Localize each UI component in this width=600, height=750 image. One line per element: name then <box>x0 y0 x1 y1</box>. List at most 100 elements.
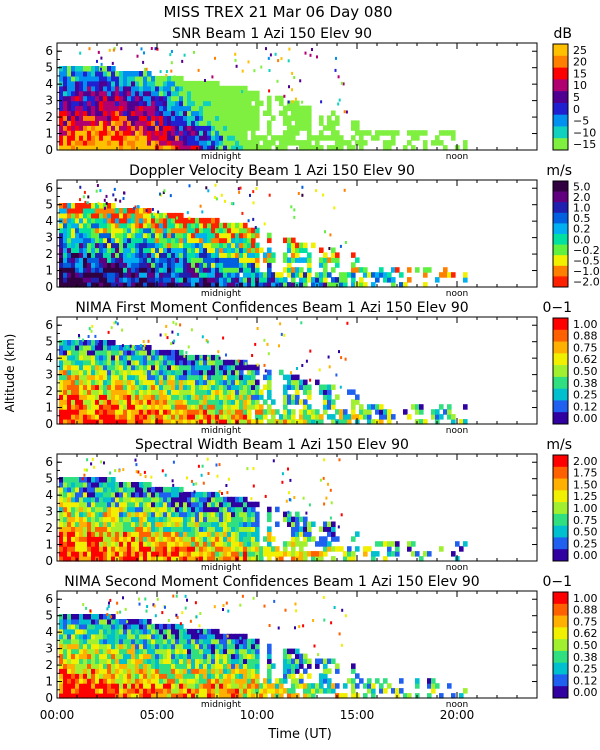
heatmap-cell <box>71 658 76 664</box>
heatmap-cell <box>155 90 160 97</box>
heatmap-cell <box>263 536 268 542</box>
midnight-marker: midnight <box>201 289 242 299</box>
heatmap-cell <box>227 222 232 229</box>
heatmap-cell <box>87 668 92 674</box>
heatmap-cell <box>295 140 300 146</box>
heatmap-cell <box>91 614 96 620</box>
heatmap-cell <box>215 237 220 244</box>
heatmap-cell <box>183 663 188 669</box>
heatmap-cell <box>287 135 292 141</box>
heatmap-cell <box>123 90 128 97</box>
heatmap-cell <box>123 359 128 366</box>
heatmap-cell <box>167 110 172 116</box>
heatmap-cell <box>267 546 272 552</box>
heatmap-cell <box>135 501 140 508</box>
heatmap-cell <box>175 222 180 229</box>
heatmap-cell <box>95 409 100 415</box>
heatmap-cell <box>83 419 88 425</box>
heatmap-cell <box>139 683 144 689</box>
heatmap-cell <box>103 521 108 527</box>
heatmap-cell <box>137 470 140 474</box>
heatmap-cell <box>123 227 128 234</box>
heatmap-cell <box>79 105 84 112</box>
heatmap-cell <box>83 414 88 420</box>
heatmap-cell <box>447 409 452 415</box>
heatmap-cell <box>343 551 348 557</box>
heatmap-cell <box>111 75 116 82</box>
heatmap-cell <box>83 140 88 146</box>
heatmap-cell <box>451 414 456 420</box>
heatmap-cell <box>103 623 108 630</box>
heatmap-cell <box>135 511 140 518</box>
heatmap-cell <box>175 399 180 405</box>
heatmap-cell <box>259 409 264 415</box>
heatmap-cell <box>235 227 240 234</box>
heatmap-cell <box>183 688 188 694</box>
heatmap-cell <box>395 130 400 136</box>
heatmap-cell <box>251 252 256 258</box>
heatmap-cell <box>115 482 120 488</box>
heatmap-cell <box>127 628 132 635</box>
heatmap-cell <box>283 277 288 283</box>
heatmap-cell <box>271 252 276 258</box>
heatmap-cell <box>172 483 175 487</box>
heatmap-cell <box>295 531 300 537</box>
heatmap-cell <box>179 663 184 669</box>
heatmap-cell <box>71 272 76 278</box>
heatmap-cell <box>67 140 72 146</box>
heatmap-cell <box>247 556 252 562</box>
heatmap-cell <box>67 501 72 508</box>
heatmap-cell <box>151 374 156 381</box>
heatmap-cell <box>247 516 252 523</box>
heatmap-cell <box>151 247 156 253</box>
heatmap-cell <box>243 267 248 273</box>
heatmap-cell <box>263 551 268 557</box>
heatmap-cell <box>99 531 104 537</box>
heatmap-cell <box>151 217 156 224</box>
heatmap-cell <box>111 648 116 655</box>
heatmap-cell <box>195 673 200 679</box>
heatmap-cell <box>87 71 92 77</box>
colorbar-swatch <box>553 490 568 503</box>
heatmap-cell <box>141 485 144 489</box>
heatmap-cell <box>71 203 76 209</box>
heatmap-cell <box>103 212 108 219</box>
heatmap-cell <box>143 399 148 405</box>
heatmap-cell <box>111 135 116 141</box>
heatmap-cell <box>115 75 120 82</box>
heatmap-cell <box>115 663 120 669</box>
heatmap-cell <box>219 115 224 121</box>
heatmap-cell <box>159 409 164 415</box>
heatmap-cell <box>159 359 164 366</box>
heatmap-cell <box>351 404 356 410</box>
heatmap-cell <box>123 389 128 395</box>
heatmap-cell <box>267 516 272 523</box>
heatmap-cell <box>311 135 316 141</box>
heatmap-cell <box>82 195 85 199</box>
heatmap-cell <box>79 546 84 552</box>
heatmap-cell <box>167 556 172 562</box>
heatmap-cell <box>63 541 68 547</box>
heatmap-cell <box>75 486 80 493</box>
heatmap-cell <box>111 364 116 371</box>
heatmap-cell <box>91 345 96 351</box>
heatmap-cell <box>175 105 180 112</box>
heatmap-cell <box>87 364 92 371</box>
heatmap-cell <box>87 638 92 645</box>
heatmap-cell <box>175 75 180 82</box>
heatmap-cell <box>67 110 72 116</box>
heatmap-cell <box>255 511 260 518</box>
heatmap-cell <box>151 668 156 674</box>
heatmap-cell <box>103 100 108 107</box>
heatmap-cell <box>147 90 152 97</box>
heatmap-cell <box>251 546 256 552</box>
heatmap-cell <box>215 130 220 136</box>
heatmap-cell <box>163 648 168 655</box>
heatmap-cell <box>207 277 212 283</box>
heatmap-cell <box>331 135 336 141</box>
heatmap-cell <box>147 110 152 116</box>
y-tick-label: 5 <box>45 61 53 75</box>
colorbar-swatch <box>553 341 568 354</box>
heatmap-cell <box>147 688 152 694</box>
heatmap-cell <box>135 237 140 244</box>
